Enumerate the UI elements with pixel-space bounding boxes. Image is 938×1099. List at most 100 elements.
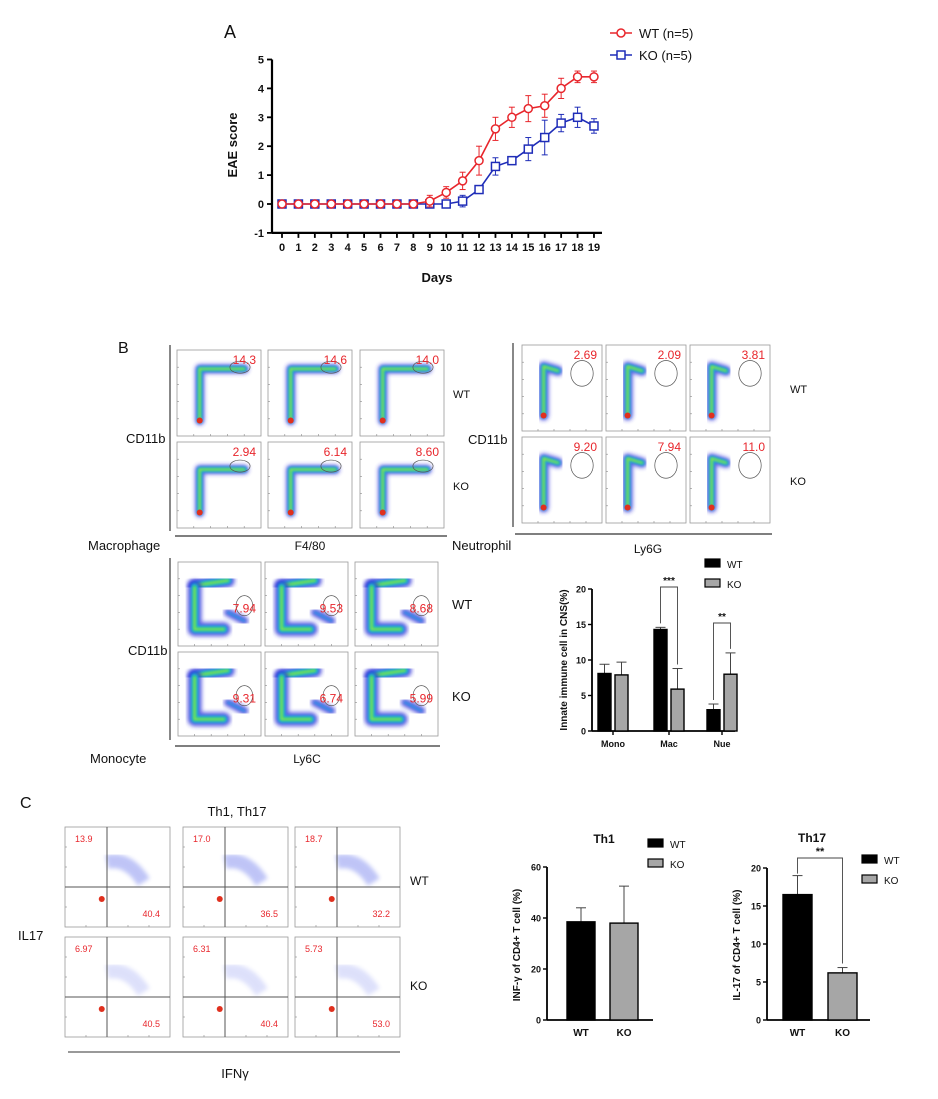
x-tick-label: KO xyxy=(835,1028,850,1039)
x-tick-label: 15 xyxy=(522,242,534,254)
flow-plot-frame xyxy=(359,441,445,529)
flow-plot: 5.99 xyxy=(354,651,439,737)
y-tick-label: 0 xyxy=(756,1016,761,1026)
y-axis-label: EAE score xyxy=(225,112,240,177)
panel-label-a: A xyxy=(224,22,236,42)
gate xyxy=(738,360,762,387)
data-point xyxy=(293,199,304,209)
x-tick-label: 8 xyxy=(410,242,416,254)
th1-y-axis-label: INF-γ of CD4+ T cell (%) xyxy=(512,889,523,1002)
flow-plot: 7.94 xyxy=(605,436,687,524)
x-tick-label: Nue xyxy=(713,739,730,749)
density-scatter xyxy=(105,854,150,886)
density-contour xyxy=(543,458,559,509)
gate-percentage: 8.68 xyxy=(410,601,434,615)
flow-plot-frame xyxy=(521,344,603,432)
bar-wt xyxy=(597,672,612,732)
th-row-wt: WT xyxy=(410,874,429,888)
flow-plot: 6.14 xyxy=(267,441,353,529)
quadrant-upper-left-percentage: 13.9 xyxy=(75,834,93,844)
significance-bracket xyxy=(660,586,678,665)
x-tick-label: Mono xyxy=(601,739,625,749)
density-contour xyxy=(199,368,245,422)
monocyte-x-axis-label: Ly6C xyxy=(293,752,321,766)
x-tick-label: 6 xyxy=(377,242,383,254)
density-peak xyxy=(216,1006,223,1012)
density-contour xyxy=(281,676,312,720)
y-tick-label: 0 xyxy=(536,1016,541,1026)
flow-plot-frame xyxy=(521,436,603,524)
density-peak xyxy=(196,509,203,516)
density-peak xyxy=(624,504,631,511)
gate-percentage: 14.0 xyxy=(416,353,440,367)
data-point xyxy=(589,121,599,131)
quadrant-upper-left-percentage: 18.7 xyxy=(305,834,323,844)
gate xyxy=(235,595,254,617)
density-contour xyxy=(543,366,559,417)
data-point xyxy=(556,83,566,94)
legend-marker-ko xyxy=(616,50,626,60)
flow-plot: 14.3 xyxy=(176,349,262,437)
gate xyxy=(412,459,434,473)
monocyte-flow-grid: 7.94 9.53 8.68 9.31 6.74 5.99 xyxy=(169,558,440,747)
bar-ko xyxy=(609,922,639,1021)
x-tick-label: WT xyxy=(573,1028,589,1039)
density-contour xyxy=(711,366,727,417)
y-axis-label: Innate immune cell in CNS(%) xyxy=(559,589,570,730)
density-contour xyxy=(194,676,225,720)
quadrant-upper-left-percentage: 5.73 xyxy=(305,944,323,954)
data-point xyxy=(507,112,517,123)
y-tick-label: 40 xyxy=(531,914,541,924)
flow-plot: 17.0 36.5 xyxy=(182,826,289,928)
gate-percentage: 8.60 xyxy=(416,445,440,459)
y-tick-label: 10 xyxy=(751,940,761,950)
density-peak xyxy=(624,412,631,419)
y-tick-label: -1 xyxy=(254,228,264,240)
density-contour xyxy=(199,469,245,514)
monocyte-label: Monocyte xyxy=(90,751,146,766)
x-axis-label: Days xyxy=(421,270,452,285)
y-tick-label: 20 xyxy=(751,864,761,874)
th-y-axis-label: IL17 xyxy=(18,928,43,943)
legend-swatch-wt xyxy=(861,854,878,864)
y-tick-label: 15 xyxy=(751,902,761,912)
bar-wt xyxy=(782,893,813,1021)
macrophage-label: Macrophage xyxy=(88,538,160,553)
flow-plot: 6.97 40.5 xyxy=(64,936,171,1038)
y-tick-label: 20 xyxy=(576,585,586,595)
flow-plot: 18.7 32.2 xyxy=(294,826,401,928)
y-tick-label: 4 xyxy=(258,83,265,95)
data-point xyxy=(572,112,583,123)
data-point xyxy=(359,199,369,209)
legend-label-ko: KO xyxy=(727,580,742,591)
data-point xyxy=(375,199,386,209)
flow-plot: 8.68 xyxy=(354,561,439,647)
bar-wt xyxy=(653,628,668,732)
gate-percentage: 2.09 xyxy=(658,348,682,362)
flow-plot-frame xyxy=(64,826,171,928)
density-peak xyxy=(287,509,294,516)
data-point xyxy=(539,132,550,143)
gate xyxy=(570,452,594,479)
x-tick-label: 5 xyxy=(361,242,367,254)
density-scatter xyxy=(223,854,268,886)
flow-plot: 8.60 xyxy=(359,441,445,529)
flow-plot: 7.94 xyxy=(177,561,262,647)
significance-bracket xyxy=(713,622,731,701)
quadrant-upper-left-percentage: 6.97 xyxy=(75,944,93,954)
y-tick-label: 2 xyxy=(258,141,264,153)
panel-label-c: C xyxy=(20,795,32,812)
th17-title: Th17 xyxy=(798,831,826,845)
density-scatter xyxy=(223,964,268,996)
monocyte-row-ko: KO xyxy=(452,689,471,704)
gate xyxy=(412,595,431,617)
y-tick-label: 15 xyxy=(576,620,586,630)
significance-label: *** xyxy=(663,576,675,587)
flow-plot-frame xyxy=(689,344,771,432)
gate-percentage: 7.94 xyxy=(233,601,257,615)
density-contour xyxy=(226,611,246,622)
gate-percentage: 2.69 xyxy=(574,348,598,362)
macrophage-x-axis-label: F4/80 xyxy=(295,539,326,553)
flow-plot-frame xyxy=(605,436,687,524)
